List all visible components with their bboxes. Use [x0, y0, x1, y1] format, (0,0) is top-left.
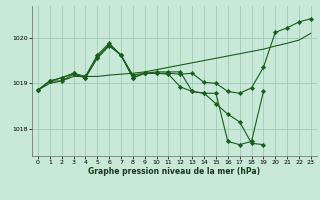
X-axis label: Graphe pression niveau de la mer (hPa): Graphe pression niveau de la mer (hPa) [88, 167, 260, 176]
